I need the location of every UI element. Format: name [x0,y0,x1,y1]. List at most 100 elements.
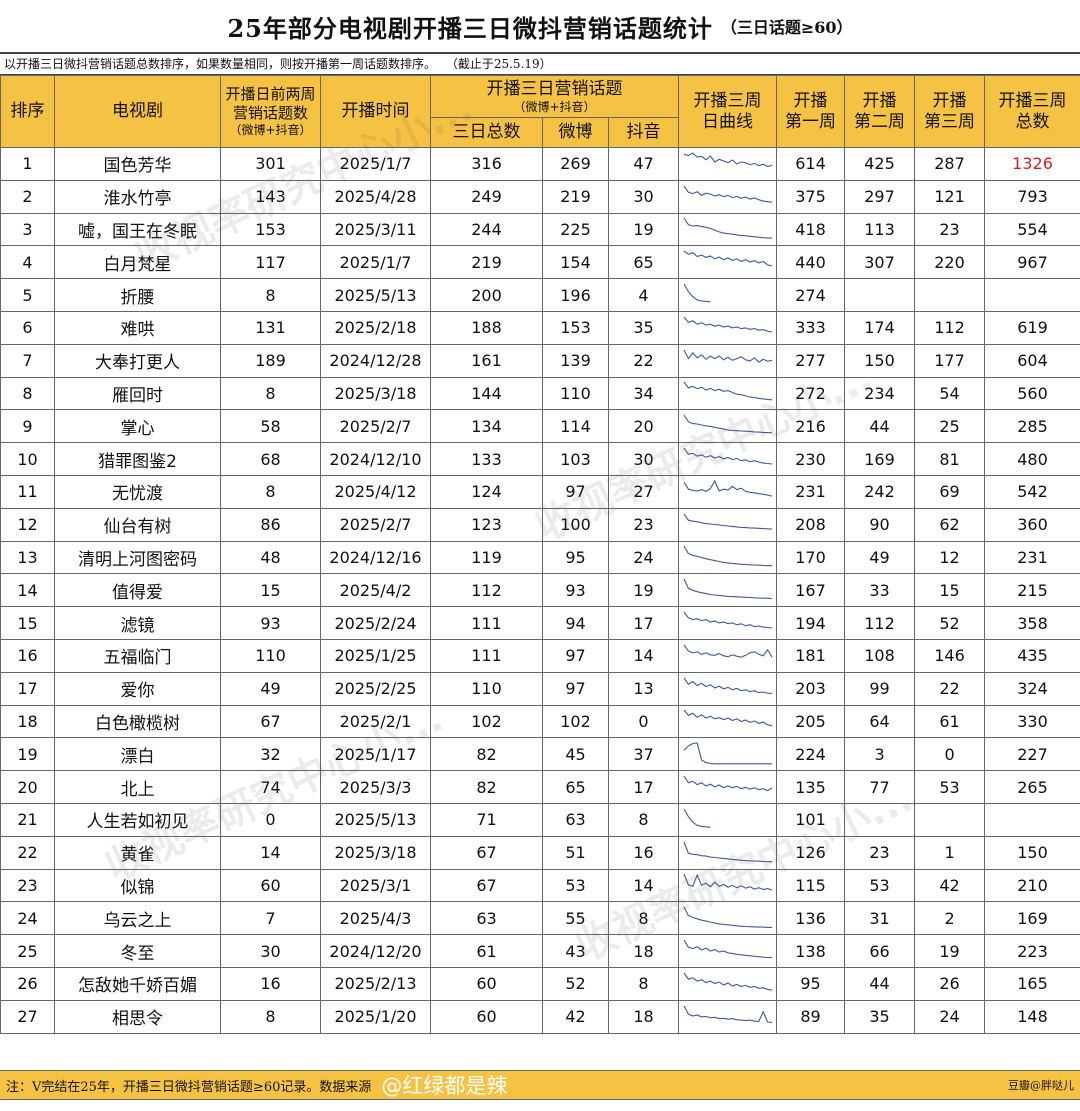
cell-curve [678,671,778,706]
cell-week3: 53 [914,770,986,804]
cell-drama: 五福临门 [54,638,221,673]
cell-air-date: 2025/2/1 [320,704,431,739]
cell-drama: 漂白 [54,737,221,772]
cell-week2: 112 [844,606,916,640]
page-title: 25年部分电视剧开播三日微抖营销话题统计 [227,13,713,43]
cell-pre-two-weeks: 8 [220,278,321,312]
cell-weibo: 110 [542,376,609,411]
cell-drama: 爱你 [54,671,221,706]
cell-weibo: 102 [542,704,609,739]
header-three-day-group: 开播三日营销话题 （微博+抖音） [429,75,680,118]
cell-week3: 287 [914,147,986,181]
cell-curve [678,770,778,804]
cell-three-day-total: 102 [430,704,543,739]
cell-curve [678,934,778,968]
cell-pre-two-weeks: 143 [220,179,321,214]
cell-week2: 234 [844,376,916,411]
cell-week3: 81 [914,442,986,476]
cell-douyin: 0 [607,704,680,739]
cell-pre-two-weeks: 301 [220,147,321,181]
cell-drama: 大奉打更人 [54,343,221,378]
header-three-day-line1: 开播三日营销话题 [486,79,623,100]
cell-douyin: 17 [607,770,680,804]
footer-handle: @红绿都是辣 [381,1074,508,1098]
cell-three-day-total: 316 [430,147,543,181]
cell-week1: 230 [776,442,846,476]
cell-weibo: 269 [542,147,609,181]
cell-week3: 2 [914,901,986,936]
cell-rank: 24 [0,901,55,936]
sparkline-series [683,710,772,727]
cell-douyin: 8 [607,802,680,837]
table-row: 27 相思令 8 2025/1/20 60 42 18 89 35 24 148 [0,999,1080,1034]
cell-week1: 115 [776,868,846,903]
cell-douyin: 8 [607,966,680,1001]
cell-pre-two-weeks: 110 [220,638,321,673]
header-three-day-line2: （微博+抖音） [513,99,596,114]
cell-douyin: 16 [607,835,680,870]
daily-curve-sparkline [683,808,710,828]
cell-rank: 15 [0,606,55,640]
cell-air-date: 2024/12/28 [320,343,431,378]
cell-week2: 150 [844,343,916,378]
cell-rank: 11 [0,474,55,509]
cell-week2: 169 [844,442,916,476]
table-row: 8 雁回时 8 2025/3/18 144 110 34 272 234 54 560 [0,376,1080,411]
cell-rank: 21 [0,802,55,837]
cell-drama: 白色橄榄树 [54,704,221,739]
sort-rule-text: 以开播三日微抖营销话题总数排序，如果数量相同，则按开播第一周话题数排序。 [4,57,437,71]
cell-air-date: 2025/1/7 [320,245,431,280]
header-rank: 排序 [0,75,55,148]
cell-week3: 15 [914,573,986,608]
cell-drama: 值得爱 [54,573,221,608]
cell-week1: 277 [776,343,846,378]
table-row: 16 五福临门 110 2025/1/25 111 97 14 181 108 146 435 [0,638,1080,673]
cell-weibo: 42 [542,999,609,1034]
daily-curve-sparkline [683,447,772,465]
cell-air-date: 2025/1/7 [320,147,431,181]
cell-air-date: 2025/2/25 [320,671,431,706]
cell-pre-two-weeks: 153 [220,212,321,247]
cell-pre-two-weeks: 8 [220,376,321,411]
cell-air-date: 2025/3/1 [320,868,431,903]
table-row: 2 淮水竹亭 143 2025/4/28 249 219 30 375 297 121 793 [0,179,1080,214]
cell-three-week-total: 148 [984,999,1080,1034]
cell-air-date: 2025/4/28 [320,179,431,214]
cell-week2: 90 [844,507,916,542]
daily-curve-sparkline [683,382,772,401]
cell-douyin: 14 [607,638,680,673]
cell-week2: 113 [844,212,916,247]
daily-curve-sparkline [683,775,772,792]
cell-week3: 61 [914,704,986,739]
cell-curve [678,147,778,181]
cell-three-day-total: 249 [430,179,543,214]
sparkline-series [683,447,772,465]
cell-weibo: 97 [542,638,609,673]
cell-pre-two-weeks: 7 [220,901,321,936]
cell-pre-two-weeks: 117 [220,245,321,280]
cell-pre-two-weeks: 68 [220,442,321,476]
daily-curve-sparkline [683,742,772,765]
cell-curve [678,442,778,476]
cell-weibo: 51 [542,835,609,870]
cell-rank: 3 [0,212,55,247]
cell-douyin: 37 [607,737,680,772]
cell-douyin: 18 [607,999,680,1034]
cell-week1: 333 [776,310,846,345]
cell-douyin: 19 [607,212,680,247]
sparkline-series [683,972,772,991]
cell-week3: 177 [914,343,986,378]
daily-curve-sparkline [683,710,772,727]
cell-curve [678,409,778,444]
cell-week1: 203 [776,671,846,706]
table-row: 22 黄雀 14 2025/3/18 67 51 16 126 23 1 150 [0,835,1080,870]
cell-week1: 170 [776,540,846,575]
daily-curve-sparkline [683,841,772,862]
cell-weibo: 55 [542,901,609,936]
table-row: 17 爱你 49 2025/2/25 110 97 13 203 99 22 324 [0,671,1080,706]
cell-three-week-total: 619 [984,310,1080,345]
cell-weibo: 153 [542,310,609,345]
cell-three-week-total: 358 [984,606,1080,640]
cell-pre-two-weeks: 8 [220,474,321,509]
cell-drama: 滤镜 [54,606,221,640]
